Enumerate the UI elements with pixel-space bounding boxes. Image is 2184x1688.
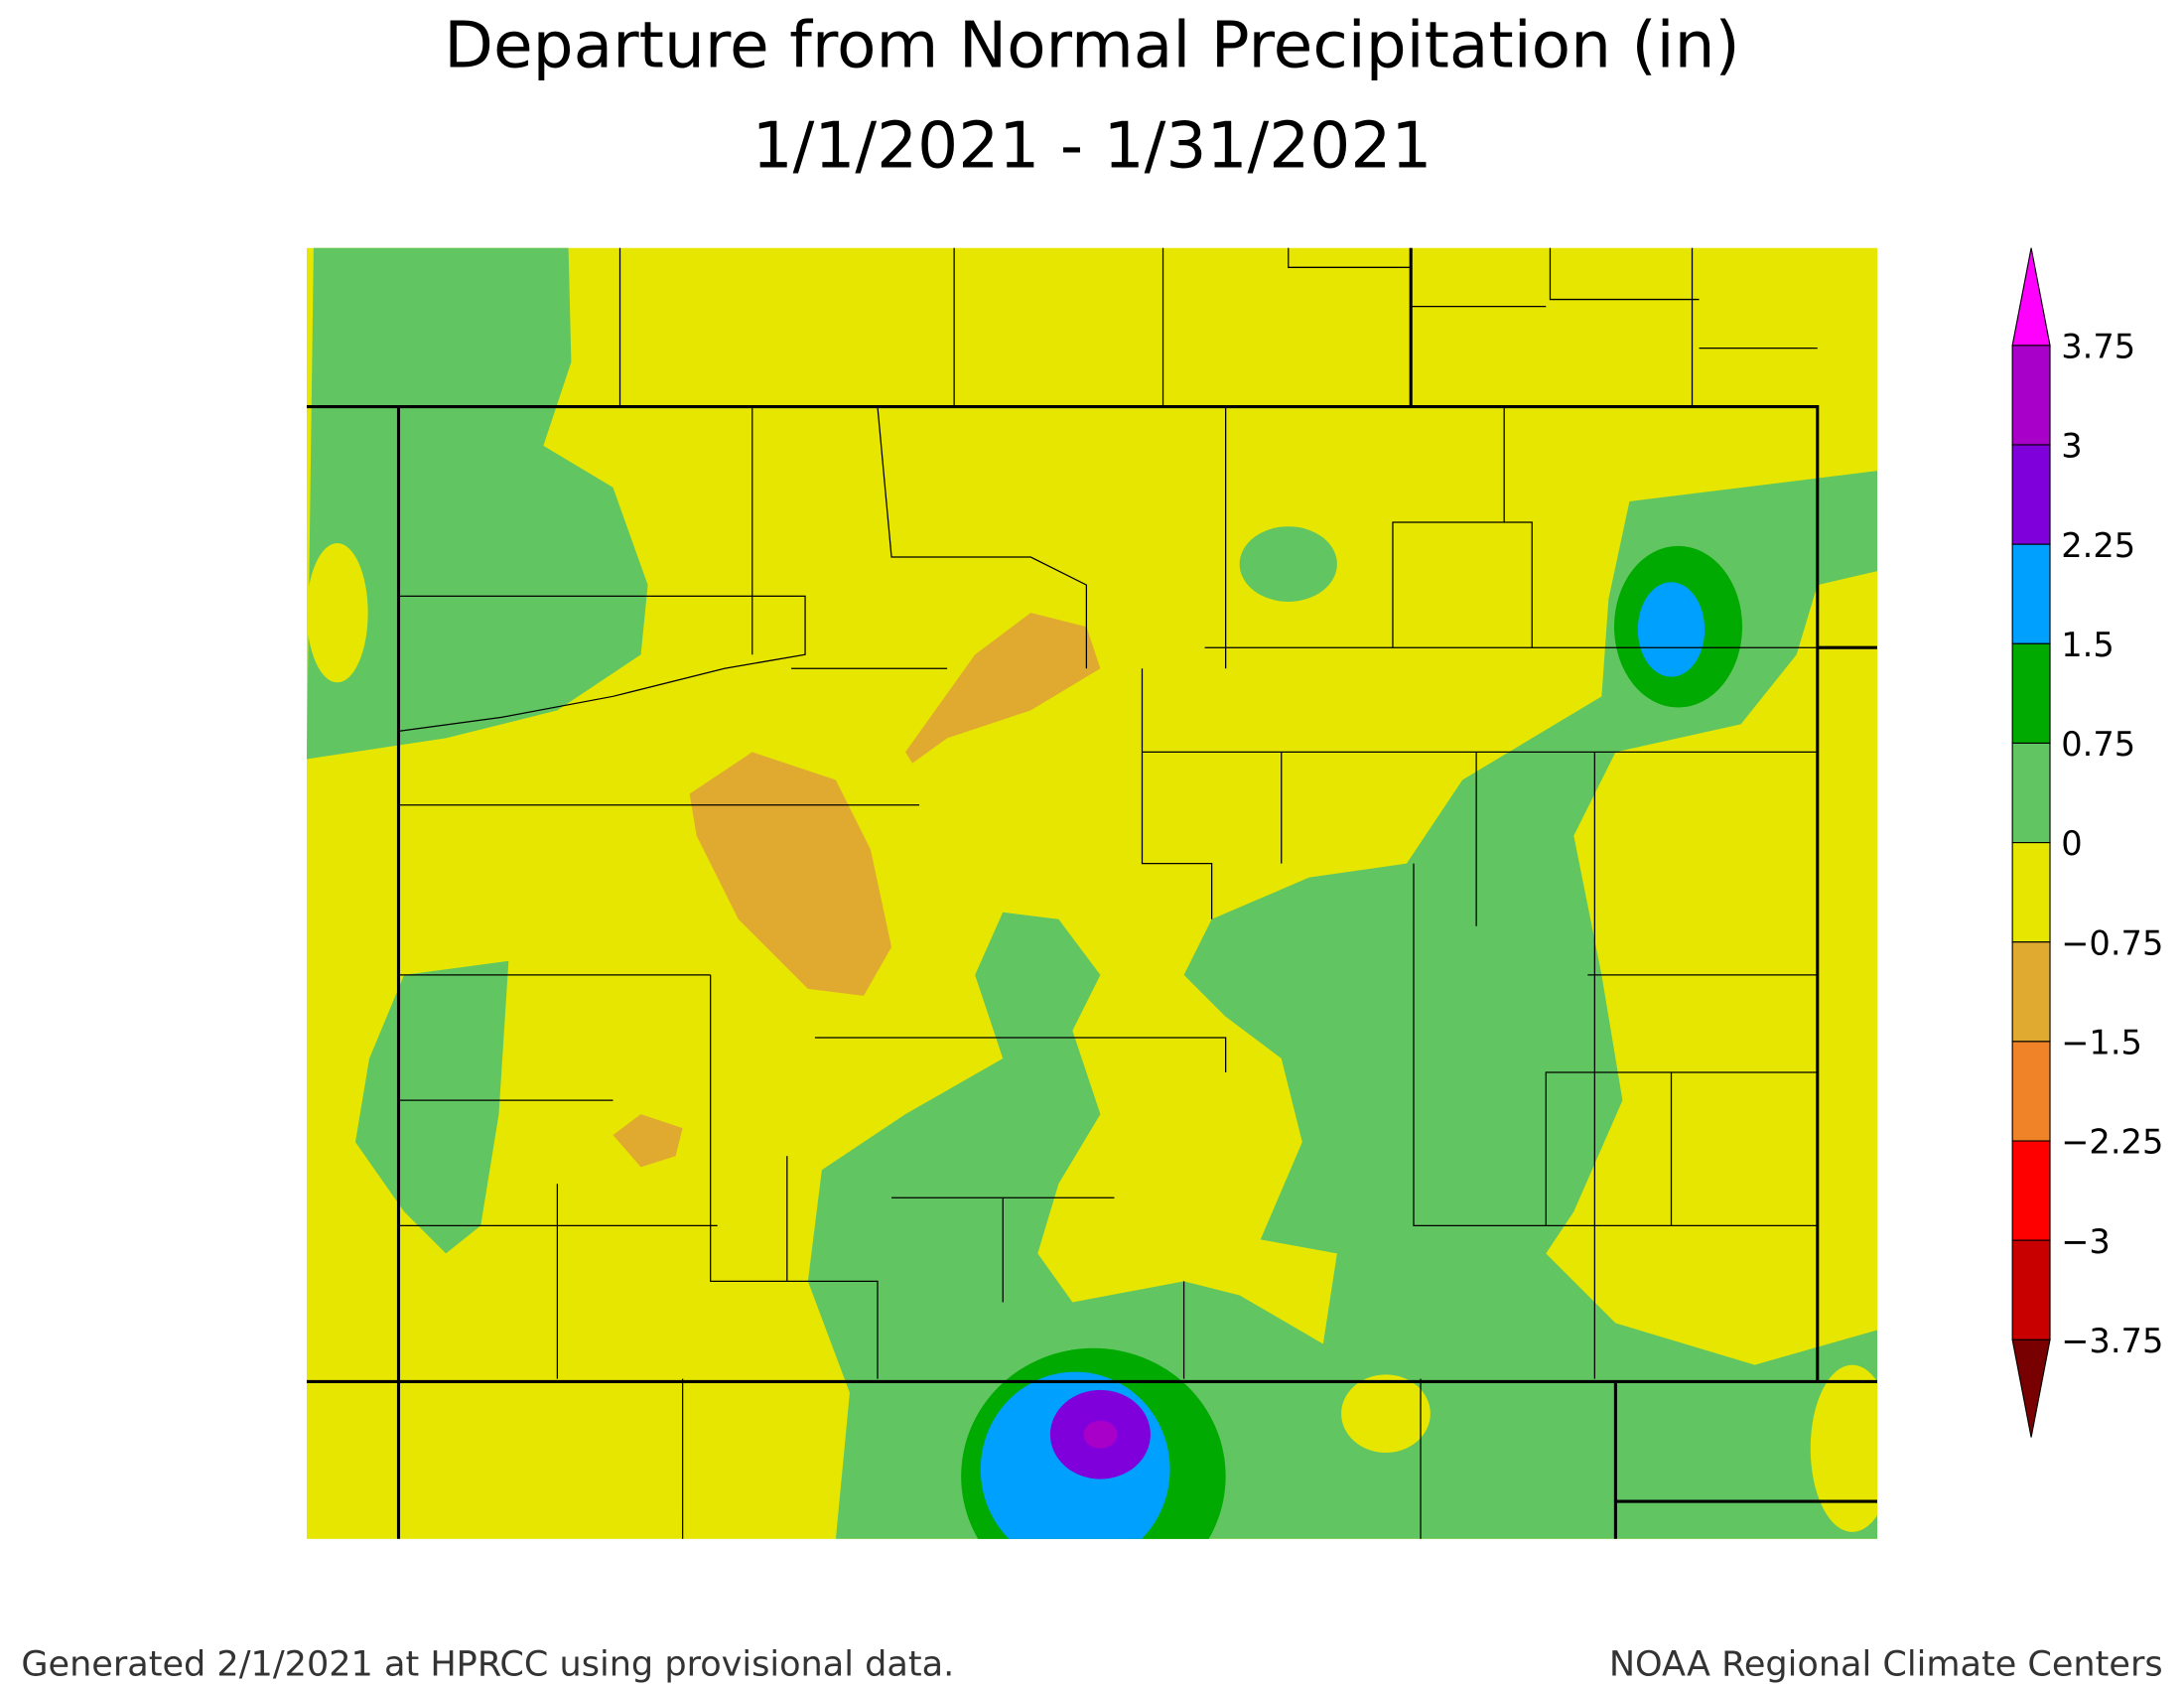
- legend-swatch: [2011, 941, 2051, 1043]
- contour-area: [905, 613, 1101, 764]
- county-lines: [398, 247, 1818, 1539]
- legend-swatch: [2011, 345, 2051, 446]
- legend-label: −1.5: [2061, 1024, 2142, 1062]
- state-boundaries: [306, 247, 1878, 1539]
- legend-label: 0: [2061, 824, 2082, 863]
- footer-left: Generated 2/1/2021 at HPRCC using provis…: [21, 1643, 954, 1684]
- legend-label: 3: [2061, 427, 2082, 466]
- contour-area: [1810, 1364, 1878, 1532]
- legend-label: 1.5: [2061, 626, 2115, 664]
- legend-label: 3.75: [2061, 327, 2135, 365]
- legend-label: −2.25: [2061, 1123, 2163, 1162]
- legend-swatch: [2011, 1041, 2051, 1142]
- contour-area: [1239, 526, 1337, 602]
- legend-label: −0.75: [2061, 923, 2163, 962]
- legend-under: [2011, 1338, 2051, 1438]
- legend-label: 0.75: [2061, 725, 2135, 764]
- contour-area: [807, 471, 1878, 1539]
- title: Departure from Normal Precipitation (in): [444, 8, 1739, 82]
- legend-swatch: [2011, 742, 2051, 844]
- contour-area: [306, 543, 368, 683]
- legend-label: 2.25: [2061, 526, 2135, 565]
- contour-area: [306, 247, 648, 760]
- legend-swatch: [2011, 543, 2051, 644]
- legend-over: [2011, 247, 2051, 347]
- contour-area: [613, 1114, 683, 1168]
- contour-area: [1083, 1420, 1118, 1449]
- legend: 3.75 3 2.25 1.5 0.75 0 −0.75 −1.5 −2.25 −3 −3.75: [2011, 247, 2163, 1438]
- map: [306, 247, 1878, 1539]
- legend-swatch: [2011, 1239, 2051, 1340]
- contour-area: [1637, 582, 1706, 677]
- period: 1/1/2021 - 1/31/2021: [752, 108, 1433, 183]
- contour-area: [355, 960, 509, 1254]
- legend-swatch: [2011, 1140, 2051, 1241]
- footer-right: NOAA Regional Climate Centers: [1609, 1643, 2163, 1684]
- legend-swatch: [2011, 842, 2051, 943]
- legend-swatch: [2011, 642, 2051, 745]
- contour-area: [689, 752, 892, 996]
- legend-label: −3.75: [2061, 1322, 2163, 1360]
- contour-area: [1341, 1374, 1431, 1453]
- legend-swatch: [2011, 444, 2051, 545]
- legend-label: −3: [2061, 1222, 2111, 1261]
